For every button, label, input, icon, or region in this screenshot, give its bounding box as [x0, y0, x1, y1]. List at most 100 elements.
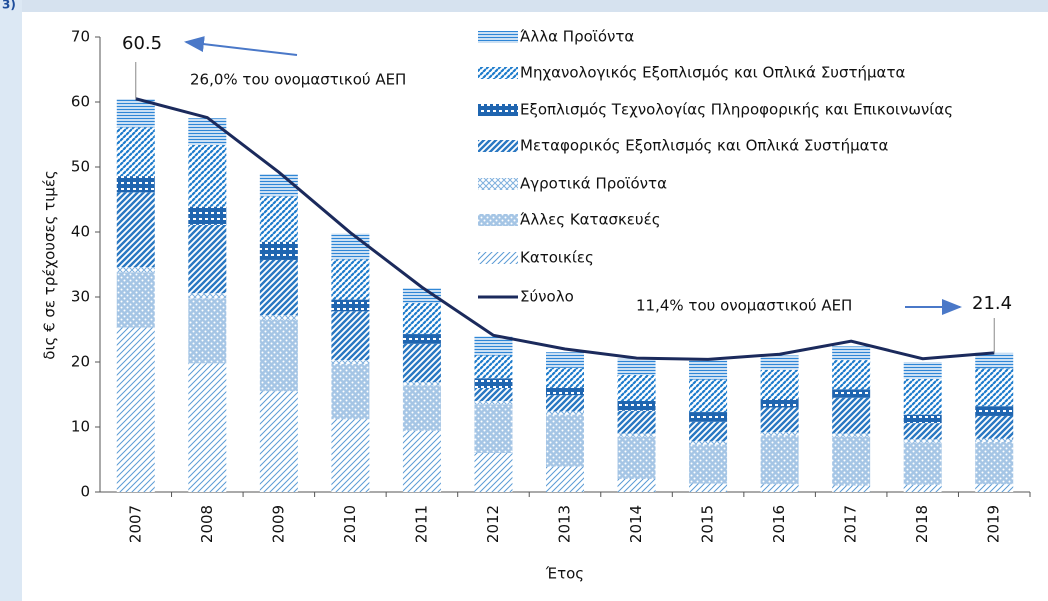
bar-segment: [903, 378, 942, 415]
legend-swatch: [478, 140, 518, 152]
y-tick-label: 60: [71, 93, 90, 111]
bar-segment: [617, 410, 656, 434]
total-line: [135, 97, 995, 361]
x-tick-label: 2019: [985, 505, 1003, 543]
bar-segment: [760, 484, 799, 492]
bar-segment: [975, 438, 1014, 442]
legend-label: Μηχανολογικός Εξοπλισμός και Οπλικά Συστ…: [520, 64, 905, 82]
bar-segment: [903, 442, 942, 485]
bar-segment: [474, 388, 513, 401]
bar-segment: [689, 441, 728, 445]
bar-segment: [402, 430, 441, 492]
bar-segment: [474, 355, 513, 379]
bar-segment: [546, 387, 584, 396]
x-tick-label: 2010: [341, 505, 359, 543]
bar-segment: [903, 484, 942, 492]
legend-label: Άλλα Προϊόντα: [520, 28, 634, 46]
y-tick-label: 40: [71, 223, 90, 241]
bar-segment: [546, 411, 584, 415]
x-tick-label: 2015: [699, 505, 717, 543]
bar-segment: [546, 367, 584, 388]
x-tick-label: 2013: [556, 505, 574, 543]
bar-segment: [331, 311, 370, 361]
bar-segment: [760, 369, 799, 400]
x-tick-label: 2017: [842, 505, 860, 543]
bar-segment: [331, 259, 370, 300]
bar-segment: [832, 346, 871, 361]
bar-segment: [760, 407, 799, 433]
bar-segment: [331, 299, 370, 312]
legend-label: Κατοικίες: [520, 249, 594, 267]
legend-label: Μεταφορικός Εξοπλισμός και Οπλικά Συστήμ…: [520, 137, 889, 155]
bar-segment: [188, 363, 227, 492]
bar-segment: [832, 397, 871, 434]
bar-segment: [832, 360, 871, 390]
legend-label: Σύνολο: [520, 288, 574, 306]
legend-swatch: [478, 214, 518, 226]
annotation: 60.5: [122, 33, 162, 54]
bar-segment: [474, 401, 513, 405]
bar-segment: [331, 360, 370, 364]
bar-segment: [116, 127, 155, 177]
annotation: 11,4% του ονομαστικού ΑΕΠ: [636, 297, 852, 315]
bar-segment: [402, 382, 441, 386]
bar-segment: [402, 385, 441, 431]
bar-segment: [903, 439, 942, 443]
bar-segment: [689, 412, 728, 422]
x-tick-label: 2018: [913, 505, 931, 543]
bar-segment: [188, 206, 227, 225]
bar-segment: [546, 395, 584, 412]
bar-segment: [617, 358, 656, 375]
bar-segment: [402, 343, 441, 383]
x-tick-label: 2011: [412, 505, 430, 543]
bar-segment: [617, 375, 656, 401]
legend-swatch: [478, 104, 518, 116]
legend-swatch: [478, 67, 518, 79]
bar-segment: [760, 432, 799, 436]
bar-segment: [617, 401, 656, 411]
bar-segment: [832, 436, 871, 486]
bar-segment: [617, 436, 656, 479]
annotation: 21.4: [972, 293, 1012, 314]
bar-segment: [188, 144, 227, 207]
bar-segment: [402, 302, 441, 335]
bar-segment: [617, 433, 656, 437]
bar-segment: [116, 267, 155, 273]
y-tick-label: 30: [71, 288, 90, 306]
bar-segment: [116, 176, 155, 193]
bar-segment: [331, 419, 370, 492]
bar-segment: [116, 272, 155, 328]
bar-segment: [259, 315, 298, 320]
legend-swatch: [478, 252, 518, 264]
x-tick-label: 2007: [126, 505, 144, 543]
y-axis-label: δις € σε τρέχουσες τιμές: [41, 170, 59, 359]
side-strip: [0, 0, 22, 601]
x-tick-label: 2012: [484, 505, 502, 543]
bar-segment: [474, 453, 513, 492]
bar-segment: [975, 352, 1014, 369]
header-strip: [0, 0, 1048, 12]
bar-segment: [474, 404, 513, 453]
bar-segment: [903, 362, 942, 379]
legend-label: Αγροτικά Προϊόντα: [520, 175, 667, 193]
bar-segment: [116, 192, 155, 268]
bar-segment: [474, 336, 513, 356]
bar-segment: [474, 378, 513, 388]
y-tick-label: 50: [71, 158, 90, 176]
bar-segment: [975, 406, 1014, 416]
bar-segment: [259, 391, 298, 492]
bar-segment: [546, 414, 584, 467]
y-tick-label: 0: [80, 483, 90, 501]
bar-segment: [689, 360, 728, 380]
bar-segment: [689, 483, 728, 492]
bar-segment: [832, 433, 871, 437]
bar-segment: [760, 355, 799, 370]
bar-segment: [546, 466, 584, 492]
bar-segment: [903, 423, 942, 440]
arrow: [184, 36, 298, 56]
bar-segment: [188, 118, 227, 145]
bar-segment: [116, 327, 155, 492]
bar-segment: [259, 241, 298, 260]
